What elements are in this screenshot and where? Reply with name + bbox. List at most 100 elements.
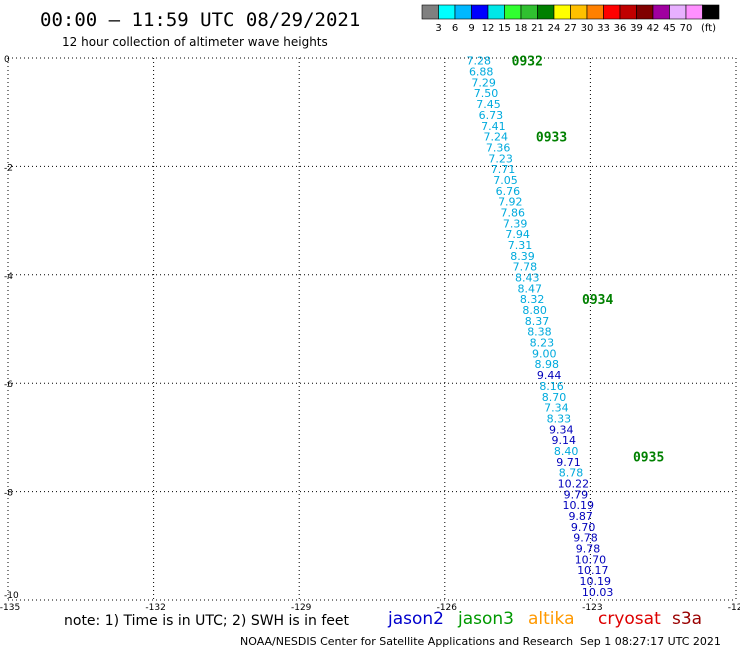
legend-note: note: 1) Time is in UTC; 2) SWH is in fe… xyxy=(64,613,350,629)
data-point-label: 7.28 xyxy=(467,55,492,68)
colorbar-swatch xyxy=(669,4,687,20)
colorbar-swatch xyxy=(454,4,472,20)
colorbar-label: 3 xyxy=(435,23,441,34)
x-tick-label: -126 xyxy=(437,603,458,613)
colorbar-swatch xyxy=(652,4,670,20)
data-point-label: 7.24 xyxy=(484,131,509,144)
data-point-label: 8.70 xyxy=(542,391,567,404)
data-point-label: 9.34 xyxy=(549,423,574,436)
y-tick-labels: 0 -2 -4 -6 -8 -10 xyxy=(4,55,19,601)
colorbar-swatch xyxy=(537,4,555,20)
data-point-label: 7.23 xyxy=(488,152,513,165)
data-point-label: 10.70 xyxy=(575,553,607,566)
data-point-label: 8.40 xyxy=(554,445,579,458)
data-point-label: 10.22 xyxy=(558,477,590,490)
chart-title: 00:00 – 11:59 UTC 08/29/2021 xyxy=(40,9,360,31)
data-point-label: 6.73 xyxy=(479,109,504,122)
colorbar-label: 12 xyxy=(482,23,495,34)
data-point-label: 7.92 xyxy=(498,196,523,209)
data-point-label: 8.33 xyxy=(547,412,572,425)
data-point-label: 9.00 xyxy=(532,347,557,360)
colorbar-label: 18 xyxy=(515,23,528,34)
data-point-label: 7.94 xyxy=(505,228,530,241)
data-point-label: 8.47 xyxy=(517,282,542,295)
colorbar-swatch xyxy=(520,4,538,20)
footer-credit: NOAA/NESDIS Center for Satellite Applica… xyxy=(240,635,573,648)
x-tick-label: -120 xyxy=(728,603,740,613)
grid-lines xyxy=(7,57,737,601)
y-tick-label: -2 xyxy=(4,163,13,173)
data-point-label: 10.03 xyxy=(582,586,614,599)
x-tick-label: -129 xyxy=(291,603,312,613)
colorbar-swatch xyxy=(504,4,522,20)
data-point-label: 9.87 xyxy=(568,510,593,523)
data-point-label: 7.71 xyxy=(491,163,516,176)
colorbar: 3 6 9 12 15 18 21 24 27 30 33 36 39 42 45 70 (ft) xyxy=(421,4,720,34)
colorbar-label: 30 xyxy=(581,23,594,34)
colorbar-swatch xyxy=(553,4,571,20)
colorbar-label: 6 xyxy=(452,23,458,34)
x-tick-labels: -135 -132 -129 -126 -123 -120 xyxy=(0,603,740,613)
colorbar-label: 42 xyxy=(647,23,660,34)
chart-subtitle: 12 hour collection of altimeter wave hei… xyxy=(62,35,328,49)
data-point-label: 8.80 xyxy=(522,304,547,317)
data-point-label: 10.19 xyxy=(563,499,595,512)
data-point-label: 7.78 xyxy=(513,261,538,274)
data-point-label: 6.88 xyxy=(469,66,494,79)
legend-item: altika xyxy=(528,609,575,629)
data-labels: 7.286.887.297.507.456.737.417.247.367.23… xyxy=(467,55,614,599)
data-point-label: 8.32 xyxy=(520,293,545,306)
data-point-label: 10.17 xyxy=(577,564,609,577)
colorbar-swatch xyxy=(619,4,637,20)
footer-timestamp: Sep 1 08:27:17 UTC 2021 xyxy=(580,635,721,648)
y-tick-label: -4 xyxy=(4,272,13,282)
colorbar-label: 39 xyxy=(630,23,643,34)
data-point-label: 8.43 xyxy=(515,272,540,285)
data-point-label: 7.86 xyxy=(500,206,525,219)
data-point-label: 8.98 xyxy=(534,358,559,371)
legend: jason2 jason3 altika cryosat s3a xyxy=(387,609,702,629)
data-point-label: 9.14 xyxy=(551,434,576,447)
data-point-label: 8.23 xyxy=(530,337,555,350)
data-point-label: 7.29 xyxy=(471,76,496,89)
data-point-label: 7.39 xyxy=(503,217,528,230)
data-point-label: 10.19 xyxy=(580,575,612,588)
data-point-label: 6.76 xyxy=(496,185,521,198)
colorbar-unit: (ft) xyxy=(701,23,716,34)
data-point-label: 8.37 xyxy=(525,315,550,328)
data-point-label: 7.34 xyxy=(544,402,569,415)
time-annotation: 0933 xyxy=(536,131,567,146)
colorbar-swatch xyxy=(685,4,703,20)
data-point-label: 8.38 xyxy=(527,326,552,339)
data-point-label: 8.78 xyxy=(559,467,584,480)
data-point-label: 7.41 xyxy=(481,120,506,133)
colorbar-swatch xyxy=(603,4,621,20)
colorbar-label: 70 xyxy=(680,23,693,34)
colorbar-label: 24 xyxy=(548,23,561,34)
colorbar-label: 33 xyxy=(597,23,610,34)
colorbar-swatch xyxy=(487,4,505,20)
colorbar-swatch xyxy=(702,4,720,20)
data-point-label: 7.05 xyxy=(493,174,518,187)
data-point-label: 9.70 xyxy=(571,521,596,534)
x-tick-label: -135 xyxy=(0,603,20,613)
colorbar-label: 27 xyxy=(564,23,577,34)
data-point-label: 9.78 xyxy=(576,543,601,556)
data-point-label: 8.39 xyxy=(510,250,535,263)
data-point-label: 9.78 xyxy=(573,532,598,545)
legend-item: jason3 xyxy=(457,609,514,629)
data-point-label: 7.31 xyxy=(508,239,533,252)
colorbar-label: 9 xyxy=(468,23,474,34)
colorbar-label: 36 xyxy=(614,23,627,34)
data-point-label: 7.45 xyxy=(476,98,501,111)
data-point-label: 8.16 xyxy=(539,380,564,393)
colorbar-swatch xyxy=(570,4,588,20)
x-tick-label: -132 xyxy=(145,603,165,613)
y-tick-label: -10 xyxy=(4,591,19,601)
colorbar-swatch xyxy=(438,4,456,20)
data-point-label: 7.36 xyxy=(486,141,511,154)
time-annotation: 0935 xyxy=(633,450,664,465)
colorbar-label: 21 xyxy=(531,23,544,34)
y-tick-label: -8 xyxy=(4,489,13,499)
